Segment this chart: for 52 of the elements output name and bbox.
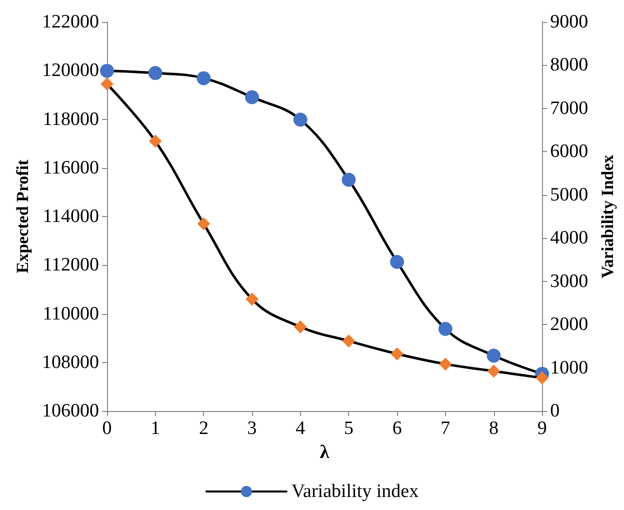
x-tick-label: 2 bbox=[198, 418, 208, 439]
point bbox=[536, 371, 549, 384]
point bbox=[438, 322, 452, 336]
point bbox=[148, 134, 162, 148]
y2-tick-label: 7000 bbox=[550, 98, 588, 119]
x-tick-label: 5 bbox=[344, 418, 354, 439]
y-tick-label: 110000 bbox=[42, 303, 99, 324]
point bbox=[342, 334, 356, 348]
x-tick-label: 4 bbox=[296, 418, 306, 439]
y-tick-label: 118000 bbox=[42, 108, 99, 130]
x-tick-label: 1 bbox=[150, 418, 160, 439]
y2-tick-label: 1000 bbox=[550, 357, 588, 378]
y-tick-label: 120000 bbox=[42, 60, 99, 82]
point bbox=[100, 64, 114, 78]
x-tick-label: 9 bbox=[537, 418, 547, 439]
point bbox=[390, 254, 404, 269]
y-tick-label: 108000 bbox=[42, 352, 99, 373]
point bbox=[342, 172, 356, 187]
point bbox=[438, 358, 452, 371]
point bbox=[246, 292, 259, 306]
y2-tick-label: 3000 bbox=[550, 270, 588, 292]
x-tick-label: 0 bbox=[102, 418, 112, 439]
x-axis-title: λ bbox=[320, 442, 330, 463]
x-tick-label: 8 bbox=[489, 418, 499, 439]
point bbox=[294, 320, 307, 334]
y2-tick-label: 4000 bbox=[550, 228, 588, 249]
y-tick-label: 122000 bbox=[42, 12, 99, 32]
y2-tick-label: 5000 bbox=[550, 184, 588, 206]
point bbox=[100, 77, 114, 90]
legend-label: Variability index bbox=[291, 481, 420, 502]
y-tick-label: 106000 bbox=[42, 400, 99, 422]
point bbox=[197, 217, 210, 230]
y2-tick-label: 8000 bbox=[550, 54, 588, 76]
x-tick-label: 6 bbox=[392, 418, 402, 439]
y-tick-label: 114000 bbox=[42, 206, 99, 227]
y2-tick-label: 2000 bbox=[550, 314, 588, 336]
point bbox=[487, 364, 500, 378]
point bbox=[148, 66, 162, 80]
y-tick-label: 112000 bbox=[42, 254, 99, 276]
y2-tick-label: 6000 bbox=[550, 141, 588, 162]
point bbox=[390, 347, 404, 360]
y-axis-title: Expected Profit bbox=[13, 159, 32, 274]
y2-axis-title: Variability Index bbox=[598, 154, 617, 278]
point bbox=[486, 348, 501, 363]
point bbox=[245, 90, 260, 104]
point bbox=[196, 71, 211, 86]
y-tick-label: 116000 bbox=[42, 157, 99, 178]
point bbox=[293, 112, 308, 127]
x-tick-label: 3 bbox=[247, 418, 257, 439]
x-tick-label: 7 bbox=[440, 418, 450, 439]
y2-tick-label: 0 bbox=[550, 400, 560, 422]
y2-tick-label: 9000 bbox=[550, 12, 588, 32]
